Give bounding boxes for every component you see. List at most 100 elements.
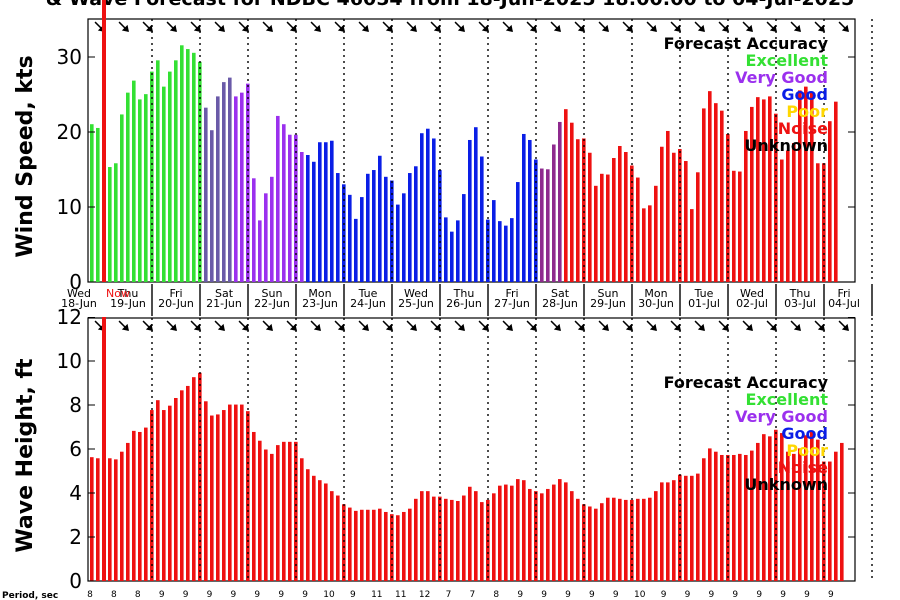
wind-bar: [258, 220, 262, 282]
period-value: 9: [541, 590, 547, 600]
wind-bar: [528, 139, 532, 282]
wind-direction-arrow: [646, 21, 657, 32]
wind-direction-arrow: [118, 21, 129, 32]
wave-bar: [240, 404, 244, 581]
day-weekday-label: Sat: [551, 287, 570, 300]
wind-bar: [774, 113, 778, 283]
wind-direction-arrow: [598, 21, 609, 32]
wave-legend-poor: Poor: [786, 441, 828, 460]
wave-direction-arrow: [166, 320, 177, 331]
now-line: [102, 0, 106, 282]
wave-direction-arrow: [310, 320, 321, 331]
wave-ytick-label: 0: [69, 569, 82, 593]
wave-bar: [510, 485, 514, 581]
wind-bar: [288, 134, 292, 282]
wave-bar: [444, 498, 448, 581]
wind-bar: [666, 130, 670, 282]
wind-bar: [384, 176, 388, 282]
wave-bar: [378, 508, 382, 581]
wind-direction-arrow: [406, 21, 417, 32]
day-date-label: 27-Jun: [494, 297, 530, 310]
wave-bar: [90, 457, 94, 581]
wind-bar: [192, 52, 196, 282]
wind-direction-arrow: [358, 21, 369, 32]
wave-bar: [162, 410, 166, 581]
wind-bar: [678, 148, 682, 282]
wave-direction-arrow: [814, 320, 825, 331]
wave-legend-title: Forecast Accuracy: [664, 373, 829, 392]
wind-bar: [354, 218, 358, 282]
wind-bar: [420, 133, 424, 282]
wind-bar: [408, 173, 412, 282]
wind-bar: [822, 163, 826, 282]
wave-bar: [606, 497, 610, 581]
wave-bar: [666, 482, 670, 581]
wind-bar: [786, 150, 790, 282]
wave-legend-very_good: Very Good: [735, 407, 828, 426]
wind-bar: [762, 99, 766, 282]
wave-bar: [306, 469, 310, 581]
wind-direction-arrow: [502, 21, 513, 32]
wave-bar: [834, 451, 838, 581]
wind-direction-arrow: [574, 21, 585, 32]
wind-bar: [300, 152, 304, 282]
day-weekday-label: Sun: [262, 287, 283, 300]
wave-bar: [156, 400, 160, 581]
wave-bar: [426, 491, 430, 581]
wind-direction-arrow: [622, 21, 633, 32]
wind-bar: [672, 152, 676, 282]
wind-bar: [108, 167, 112, 282]
wave-direction-arrow: [238, 320, 249, 331]
wave-direction-arrow: [718, 320, 729, 331]
wave-bar: [720, 454, 724, 581]
wind-bar: [162, 86, 166, 282]
wave-bar: [174, 397, 178, 581]
wave-ytick-label: 6: [69, 437, 82, 461]
wind-bar: [366, 173, 370, 282]
wind-bar: [450, 231, 454, 282]
wind-bar: [186, 49, 190, 282]
wave-bar: [270, 453, 274, 581]
day-date-label: 26-Jun: [446, 297, 482, 310]
wind-bar: [780, 159, 784, 282]
wind-bar: [612, 158, 616, 282]
period-value: 9: [613, 590, 619, 600]
wind-bar: [600, 173, 604, 282]
wind-legend-title: Forecast Accuracy: [664, 34, 829, 53]
wave-bar: [648, 497, 652, 581]
wave-direction-arrow: [646, 320, 657, 331]
wind-bar: [732, 170, 736, 282]
period-value: 9: [565, 590, 571, 600]
wind-bar: [582, 138, 586, 282]
wave-bar: [438, 496, 442, 581]
wind-bar: [546, 169, 550, 282]
period-value: 8: [135, 590, 141, 600]
wave-legend-good: Good: [781, 424, 828, 443]
day-date-label: 02-Jul: [736, 297, 768, 310]
period-value: 9: [828, 590, 834, 600]
wave-bar: [516, 479, 520, 581]
wind-bar: [174, 60, 178, 283]
wind-bar: [198, 61, 202, 283]
wind-bar: [144, 94, 148, 283]
wave-bar: [372, 509, 376, 581]
wave-bar: [738, 453, 742, 581]
wave-bar: [120, 451, 124, 581]
wave-bar: [762, 434, 766, 581]
period-value: 9: [732, 590, 738, 600]
wave-bar: [570, 491, 574, 581]
wave-direction-arrow: [358, 320, 369, 331]
wind-bar: [708, 91, 712, 282]
period-value: 8: [493, 590, 499, 600]
wave-bar: [660, 482, 664, 581]
wave-bar: [204, 401, 208, 581]
day-weekday-label: Fri: [169, 287, 182, 300]
wind-bar: [318, 142, 322, 282]
wave-bar: [690, 475, 694, 581]
wind-ytick-label: 10: [57, 195, 82, 219]
period-value: 11: [371, 590, 382, 600]
wind-bar: [234, 96, 238, 282]
wave-bar: [702, 458, 706, 581]
wave-direction-arrow: [286, 320, 297, 331]
wave-direction-arrow: [622, 320, 633, 331]
